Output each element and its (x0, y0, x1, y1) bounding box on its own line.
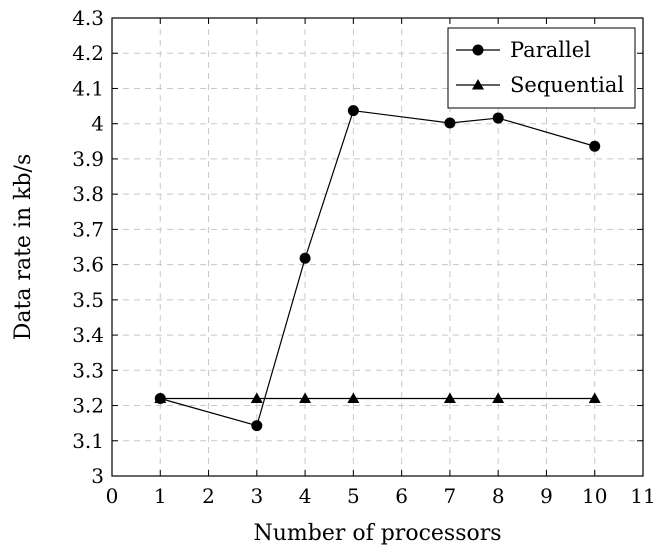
x-axis-label: Number of processors (253, 521, 501, 546)
y-tick-label: 3.2 (72, 394, 104, 418)
y-tick-labels: 3 3.1 3.2 3.3 3.4 3.5 3.6 3.7 3.8 3.9 4 4.1 4.2 4.3 (72, 6, 104, 488)
x-tick-label: 3 (250, 484, 263, 508)
legend-label: Parallel (510, 38, 591, 62)
x-tick-label: 6 (395, 484, 408, 508)
data-point-triangle (347, 392, 360, 403)
data-point-triangle (250, 392, 263, 403)
data-point-triangle (588, 392, 601, 403)
plot-frame (111, 17, 644, 477)
x-tick-label: 7 (444, 484, 457, 508)
x-tick-label: 1 (154, 484, 167, 508)
y-tick-label: 3 (91, 464, 104, 488)
x-tick-labels: 0 1 2 3 4 5 6 7 8 9 10 11 (106, 484, 656, 508)
y-tick-label: 3.9 (72, 147, 104, 171)
y-tick-label: 3.8 (72, 182, 104, 206)
y-tick-label: 4 (91, 112, 104, 136)
data-point-triangle (299, 392, 312, 403)
x-tick-label: 10 (582, 484, 607, 508)
y-tick-label: 3.6 (72, 253, 104, 277)
x-tick-label: 5 (347, 484, 360, 508)
y-tick-label: 3.7 (72, 217, 104, 241)
series-sequential (154, 392, 601, 403)
x-tick-label: 8 (492, 484, 505, 508)
data-point-triangle (492, 392, 505, 403)
y-tick-label: 4.2 (72, 41, 104, 65)
x-tick-label: 11 (630, 484, 655, 508)
y-tick-label: 3.1 (72, 429, 104, 453)
data-point-circle (492, 112, 504, 124)
data-point-triangle (443, 392, 456, 403)
legend-item-parallel: Parallel (456, 38, 591, 62)
legend-box (447, 27, 636, 109)
data-point-circle (299, 252, 311, 264)
legend-item-sequential: Sequential (456, 73, 624, 97)
x-tick-label: 4 (299, 484, 312, 508)
y-tick-label: 4.3 (72, 6, 104, 30)
legend-triangle-marker (472, 79, 484, 90)
y-tick-label: 3.3 (72, 358, 104, 382)
legend-label: Sequential (510, 73, 624, 97)
y-tick-label: 3.5 (72, 288, 104, 312)
grid-lines (112, 18, 643, 476)
series-parallel (154, 105, 601, 432)
legend-entries: Parallel Sequential (456, 38, 624, 97)
y-tick-label: 4.1 (72, 76, 104, 100)
y-tick-label: 3.4 (72, 323, 104, 347)
data-point-circle (154, 392, 166, 404)
data-point-circle (251, 420, 263, 432)
data-point-circle (444, 117, 456, 129)
x-tick-label: 2 (202, 484, 215, 508)
series-layer (154, 105, 601, 432)
data-point-circle (347, 105, 359, 117)
y-axis-label: Data rate in kb/s (11, 154, 36, 341)
legend-circle-marker (472, 44, 484, 56)
data-point-circle (589, 140, 601, 152)
x-tick-label: 0 (106, 484, 119, 508)
legend: Parallel Sequential (447, 27, 636, 109)
x-tick-label: 9 (540, 484, 553, 508)
series-line (160, 109, 595, 427)
